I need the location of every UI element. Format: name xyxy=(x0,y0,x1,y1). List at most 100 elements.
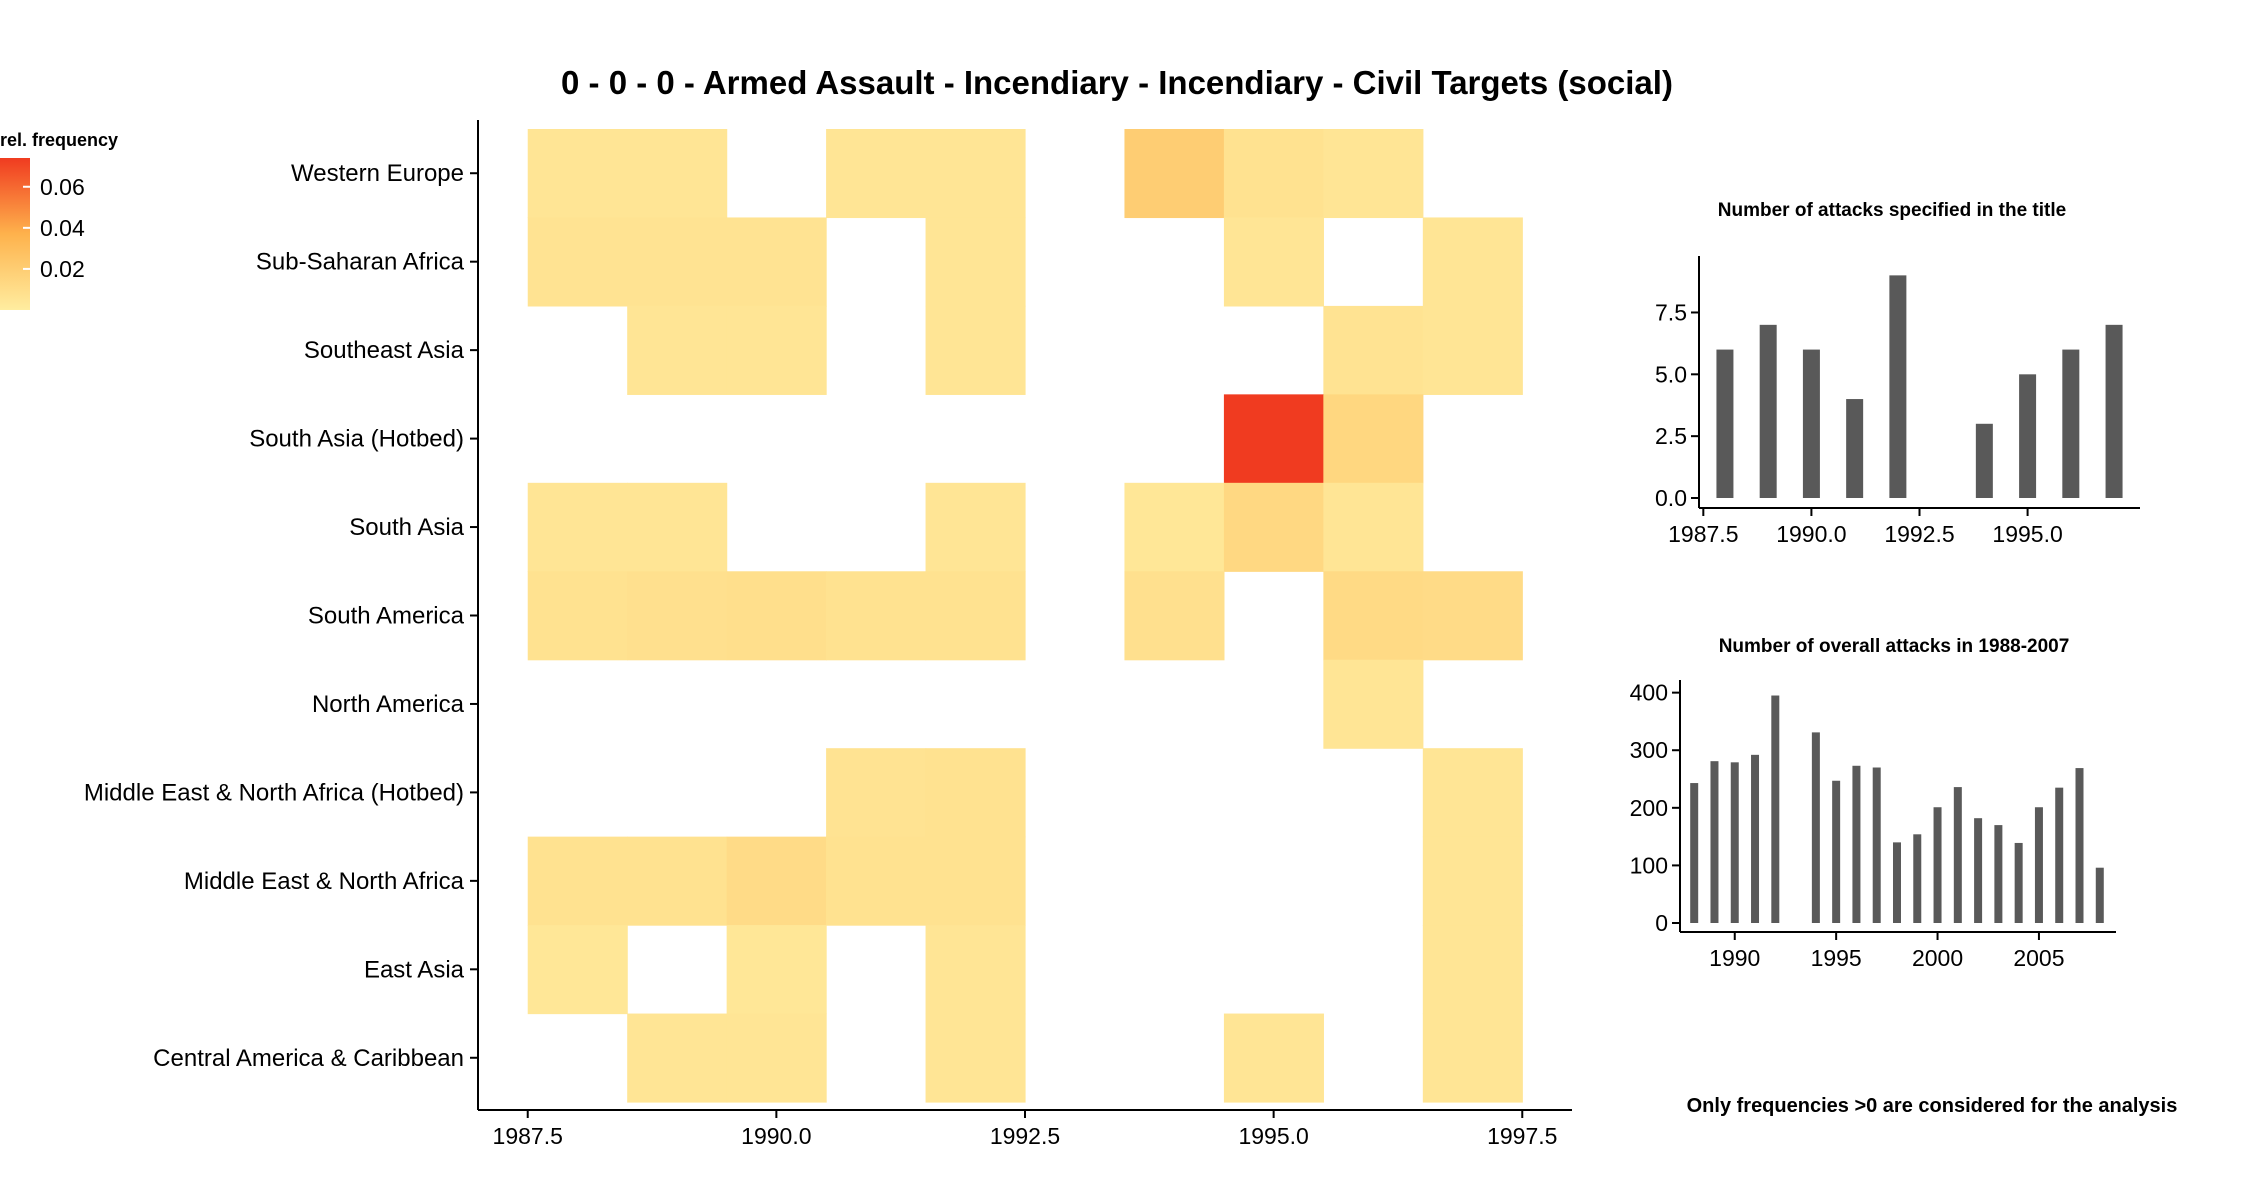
bar2-bar-2002 xyxy=(1974,818,1983,923)
bar1-bar-1990 xyxy=(1802,349,1820,498)
bar1-x-label: 1995.0 xyxy=(1992,521,2062,547)
heatmap-cell-western-europe-1988 xyxy=(527,129,628,219)
legend-title: rel. frequency xyxy=(0,130,118,150)
bar2-y-label: 200 xyxy=(1630,795,1668,821)
heatmap-cell-east-asia-1992 xyxy=(925,925,1026,1015)
heatmap-cell-middle-east-north-africa-1988 xyxy=(527,836,628,926)
bar2-bar-1996 xyxy=(1852,765,1861,923)
bar2-y-label: 100 xyxy=(1630,852,1668,878)
legend-tick-label: 0.04 xyxy=(40,215,85,241)
overall-attacks-x-axis: 1990 1995 2000 2005 xyxy=(1709,932,2065,971)
bar2-bar-2004 xyxy=(2014,842,2023,923)
bar2-bar-2000 xyxy=(1933,807,1942,923)
heatmap-y-label-east-asia: East Asia xyxy=(364,956,465,983)
heatmap-cell-sub-saharan-africa-1995 xyxy=(1223,217,1324,307)
heatmap-y-label-south-asia: South Asia xyxy=(349,514,464,541)
title-attacks-x-axis: 1987.5 1990.0 1992.5 1995.0 xyxy=(1668,508,2063,547)
bar1-bar-1994 xyxy=(1975,423,1993,498)
heatmap-y-axis: Western Europe Sub-Saharan Africa Southeas… xyxy=(84,160,478,1072)
bar2-bar-1991 xyxy=(1751,754,1760,923)
heatmap-y-label-southeast-asia: Southeast Asia xyxy=(304,337,465,364)
heatmap-cell-middle-east-north-africa-1990 xyxy=(726,836,827,926)
bar2-y-label: 0 xyxy=(1655,910,1668,936)
bar2-bar-1997 xyxy=(1872,767,1881,923)
bar2-bar-1995 xyxy=(1832,780,1841,923)
heatmap-x-label: 1997.5 xyxy=(1487,1123,1557,1149)
bar2-bar-1990 xyxy=(1730,762,1739,923)
heatmap-cell-south-america-1992 xyxy=(925,571,1026,661)
heatmap-cell-east-asia-1990 xyxy=(726,925,827,1015)
overall-attacks-bars xyxy=(1690,695,2104,923)
bar2-bar-1989 xyxy=(1710,761,1719,923)
heatmap-cell-south-america-1996 xyxy=(1323,571,1424,661)
heatmap-cell-central-america-caribbean-1995 xyxy=(1223,1013,1324,1103)
heatmap-cell-southeast-asia-1996 xyxy=(1323,305,1424,395)
bar2-bar-2001 xyxy=(1953,787,1962,923)
bar2-bar-2008 xyxy=(2095,867,2104,923)
heatmap-cell-south-asia-1995 xyxy=(1223,482,1324,572)
bar1-bar-1997 xyxy=(2105,324,2123,498)
heatmap-cell-south-america-1994 xyxy=(1124,571,1225,661)
heatmap-cell-southeast-asia-1989 xyxy=(627,305,728,395)
heatmap-cell-south-asia-hotbed-1995 xyxy=(1223,394,1324,484)
bar2-x-label: 1990 xyxy=(1709,945,1760,971)
heatmap-cell-central-america-caribbean-1997 xyxy=(1422,1013,1523,1103)
heatmap-x-label: 1995.0 xyxy=(1238,1123,1308,1149)
heatmap-y-label-sub-saharan-africa: Sub-Saharan Africa xyxy=(256,249,465,276)
legend-tick-label: 0.02 xyxy=(40,256,85,282)
heatmap-cell-south-asia-1989 xyxy=(627,482,728,572)
bar1-bar-1995 xyxy=(2019,374,2037,498)
heatmap-cell-middle-east-north-africa-hotbed-1991 xyxy=(826,748,927,838)
bar2-bar-2007 xyxy=(2075,768,2084,923)
heatmap-cell-sub-saharan-africa-1988 xyxy=(527,217,628,307)
overall-attacks-bar-chart: Number of overall attacks in 1988-2007 0… xyxy=(1630,636,2116,971)
heatmap-cell-sub-saharan-africa-1997 xyxy=(1422,217,1523,307)
heatmap-cell-middle-east-north-africa-1989 xyxy=(627,836,728,926)
bar2-bar-2003 xyxy=(1994,825,2003,923)
bar1-bar-1988 xyxy=(1716,349,1734,498)
bar1-bar-1992 xyxy=(1889,275,1907,498)
bar2-x-label: 2005 xyxy=(2013,945,2064,971)
bar2-bar-1988 xyxy=(1690,783,1699,923)
bar2-x-label: 2000 xyxy=(1912,945,1963,971)
heatmap-cell-middle-east-north-africa-hotbed-1992 xyxy=(925,748,1026,838)
bar1-y-label: 2.5 xyxy=(1655,423,1687,449)
heatmap-y-label-south-asia-hotbed: South Asia (Hotbed) xyxy=(249,426,464,453)
bar1-x-label: 1987.5 xyxy=(1668,521,1738,547)
heatmap-panel: Western Europe Sub-Saharan Africa Southeas… xyxy=(84,120,1572,1149)
bar2-bar-1998 xyxy=(1892,842,1901,923)
heatmap-cell-sub-saharan-africa-1990 xyxy=(726,217,827,307)
heatmap-cell-middle-east-north-africa-1991 xyxy=(826,836,927,926)
heatmap-cell-western-europe-1992 xyxy=(925,129,1026,219)
overall-attacks-y-axis: 0 100 200 300 400 xyxy=(1630,680,1680,936)
heatmap-cell-middle-east-north-africa-hotbed-1997 xyxy=(1422,748,1523,838)
heatmap-y-label-central-america-caribbean: Central America & Caribbean xyxy=(153,1045,464,1072)
heatmap-y-label-north-america: North America xyxy=(312,691,465,718)
heatmap-cells xyxy=(527,129,1523,1103)
chart-title: 0 - 0 - 0 - Armed Assault - Incendiary -… xyxy=(561,64,1673,101)
bar2-bar-2006 xyxy=(2055,787,2064,923)
heatmap-cell-central-america-caribbean-1990 xyxy=(726,1013,827,1103)
bar2-y-label: 400 xyxy=(1630,680,1668,706)
heatmap-x-label: 1992.5 xyxy=(990,1123,1060,1149)
legend-ticks: 0.06 0.04 0.02 xyxy=(23,174,85,282)
title-attacks-bars xyxy=(1716,275,2123,498)
title-attacks-bar-chart: Number of attacks specified in the title… xyxy=(1655,200,2140,547)
heatmap-cell-southeast-asia-1997 xyxy=(1422,305,1523,395)
bar1-y-label: 0.0 xyxy=(1655,485,1687,511)
bar1-bar-1991 xyxy=(1846,399,1864,498)
color-legend: rel. frequency 0.06 0.04 0.02 xyxy=(0,130,118,310)
bar1-y-label: 5.0 xyxy=(1655,361,1687,387)
heatmap-cell-western-europe-1994 xyxy=(1124,129,1225,219)
heatmap-cell-western-europe-1989 xyxy=(627,129,728,219)
bar1-y-label: 7.5 xyxy=(1655,299,1687,325)
overall-attacks-chart-title: Number of overall attacks in 1988-2007 xyxy=(1719,636,2070,657)
title-attacks-y-axis: 0.0 2.5 5.0 7.5 xyxy=(1655,299,1699,511)
heatmap-cell-south-america-1988 xyxy=(527,571,628,661)
heatmap-cell-south-asia-1988 xyxy=(527,482,628,572)
legend-tick-label: 0.06 xyxy=(40,174,85,200)
bar1-x-label: 1992.5 xyxy=(1884,521,1954,547)
heatmap-cell-south-america-1997 xyxy=(1422,571,1523,661)
bar2-bar-1999 xyxy=(1913,834,1922,923)
